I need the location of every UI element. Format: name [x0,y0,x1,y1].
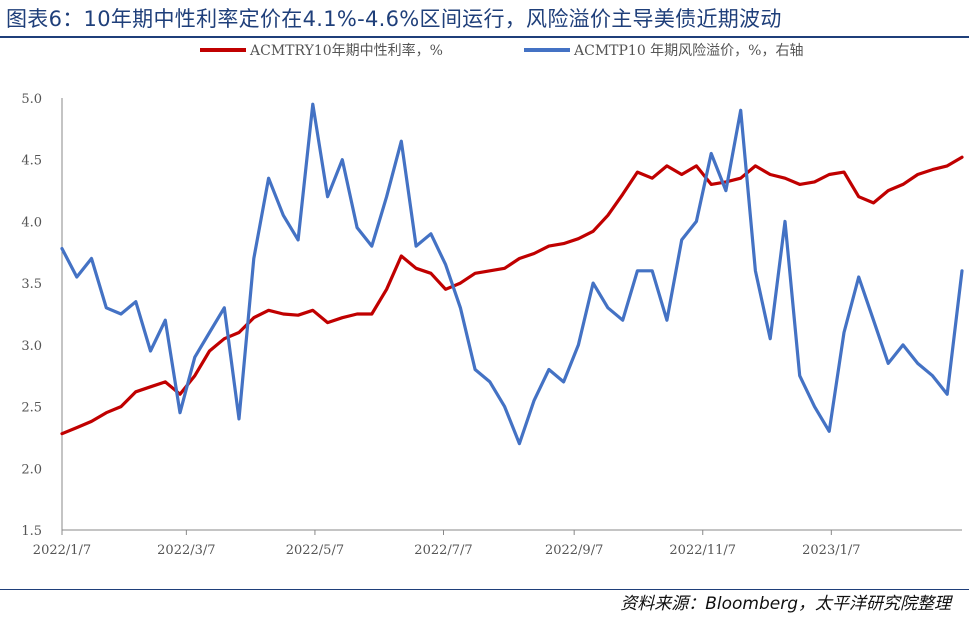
line-chart: ACMTRY10年期中性利率，% ACMTP10 年期风险溢价，%，右轴 1.5… [21,42,964,558]
y-tick-label: 4.5 [21,154,42,169]
source-note: 资料来源：Bloomberg，太平洋研究院整理 [620,594,951,614]
x-tick-label: 2022/9/7 [545,543,603,558]
legend: ACMTRY10年期中性利率，% ACMTP10 年期风险溢价，%，右轴 [200,42,803,59]
series-layer [60,102,964,446]
y-tick-label: 3.0 [21,339,42,354]
x-tick-label: 2022/5/7 [286,543,344,558]
title-divider [0,36,969,38]
legend-label-blue: ACMTP10 年期风险溢价，%，右轴 [573,43,803,59]
y-tick-label: 4.0 [21,215,42,230]
x-tick-labels: 2022/1/7 2022/3/7 2022/5/7 2022/7/7 2022/9/7… [33,530,861,558]
y-tick-label: 5.0 [21,92,42,107]
y-tick-label: 3.5 [21,277,42,292]
y-tick-label: 1.5 [21,524,42,539]
series-line-neutral-rate [60,155,964,436]
x-tick-label: 2022/11/7 [669,543,736,558]
footer-divider [0,589,969,590]
x-tick-label: 2023/1/7 [802,543,860,558]
x-tick-label: 2022/3/7 [157,543,215,558]
x-tick-label: 2022/1/7 [33,543,91,558]
series-line-term-premium [60,102,964,446]
x-tick-label: 2022/7/7 [414,543,472,558]
y-tick-label: 2.0 [21,462,42,477]
legend-label-red: ACMTRY10年期中性利率，% [249,42,443,59]
y-tick-labels: 1.5 2.0 2.5 3.0 3.5 4.0 4.5 5.0 [21,92,42,539]
chart-title: 图表6：10年期中性利率定价在4.1%-4.6%区间运行，风险溢价主导美债近期波… [6,7,782,31]
y-tick-label: 2.5 [21,401,42,416]
